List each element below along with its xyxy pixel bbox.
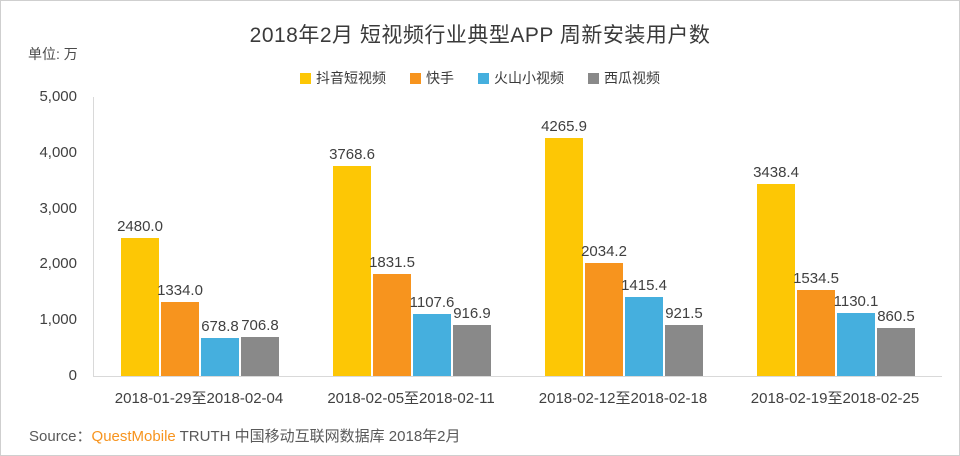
x-axis-label: 2018-02-05至2018-02-11 [327, 390, 495, 407]
bar-series-0 [121, 237, 159, 376]
legend-swatch-icon [588, 72, 599, 84]
legend-label: 快手 [426, 70, 454, 86]
bar-column: 1130.1 [834, 97, 878, 376]
bar-column: 921.5 [665, 97, 703, 376]
unit-label: 单位: 万 [28, 46, 78, 62]
legend-item-0: 抖音短视频 [300, 68, 386, 88]
value-label: 1415.4 [621, 277, 667, 295]
bar-column: 3438.4 [753, 97, 799, 376]
bar-group-3: 3438.4 1534.5 1130.1 860.5 [730, 97, 942, 376]
value-label: 860.5 [877, 307, 915, 325]
bar-column: 1831.5 [369, 97, 415, 376]
source-rest: TRUTH 中国移动互联网数据库 2018年2月 [175, 428, 461, 445]
bar-series-1 [161, 301, 199, 376]
bar-column: 2480.0 [117, 97, 163, 376]
bar-series-3 [877, 327, 915, 376]
x-axis-label: 2018-02-19至2018-02-25 [750, 390, 920, 407]
value-label: 1107.6 [409, 294, 455, 312]
bar-column: 860.5 [877, 97, 915, 376]
legend-label: 火山小视频 [494, 70, 564, 86]
value-label: 678.8 [201, 318, 239, 336]
value-label: 2480.0 [117, 217, 163, 235]
legend-item-1: 快手 [410, 68, 454, 88]
plot-area: 2480.0 1334.0 678.8 706.8 3768.6 1831.5 1107.6… [93, 97, 942, 377]
y-axis: 0 1,000 2,000 3,000 4,000 5,000 [1, 88, 85, 384]
bar-column: 1534.5 [793, 97, 839, 376]
bar-group-0: 2480.0 1334.0 678.8 706.8 [94, 97, 306, 376]
bar-column: 4265.9 [541, 97, 587, 376]
legend-swatch-icon [300, 72, 311, 84]
source-prefix: Source： [29, 428, 92, 445]
legend: 抖音短视频 快手 火山小视频 西瓜视频 [1, 68, 959, 88]
x-axis: 2018-01-29至2018-02-04 2018-02-05至2018-02-… [93, 387, 941, 408]
value-label: 3768.6 [329, 145, 375, 163]
value-label: 3438.4 [753, 164, 799, 182]
value-label: 4265.9 [541, 117, 587, 135]
bar-group-2: 4265.9 2034.2 1415.4 921.5 [518, 97, 730, 376]
bar-column: 678.8 [201, 97, 239, 376]
source-line: Source：QuestMobile TRUTH 中国移动互联网数据库 2018… [29, 425, 461, 446]
bar-column: 706.8 [241, 97, 279, 376]
legend-item-2: 火山小视频 [478, 68, 564, 88]
value-label: 706.8 [241, 316, 279, 334]
bar-series-2 [201, 338, 239, 376]
bar-series-3 [453, 324, 491, 376]
bar-column: 1334.0 [157, 97, 203, 376]
y-tick-label: 3,000 [39, 199, 77, 217]
legend-label: 西瓜视频 [604, 70, 660, 86]
legend-swatch-icon [410, 72, 421, 84]
bar-series-0 [333, 165, 371, 376]
legend-swatch-icon [478, 72, 489, 84]
y-tick-label: 2,000 [39, 255, 77, 273]
bar-series-2 [625, 297, 663, 376]
bar-series-2 [837, 312, 875, 376]
value-label: 1534.5 [793, 270, 839, 288]
value-label: 1831.5 [369, 253, 415, 271]
bar-series-1 [797, 290, 835, 376]
bar-series-0 [545, 137, 583, 376]
bar-series-1 [585, 262, 623, 376]
legend-item-3: 西瓜视频 [588, 68, 660, 88]
bar-group-1: 3768.6 1831.5 1107.6 916.9 [306, 97, 518, 376]
source-brand: QuestMobile [91, 428, 176, 445]
value-label: 921.5 [665, 304, 703, 322]
x-axis-label: 2018-01-29至2018-02-04 [114, 390, 284, 407]
y-tick-label: 5,000 [39, 88, 77, 105]
bar-column: 1107.6 [410, 97, 454, 376]
value-label: 1130.1 [833, 292, 879, 310]
y-tick-label: 0 [68, 367, 77, 384]
bar-series-2 [413, 314, 451, 376]
bar-column: 916.9 [453, 97, 491, 376]
bar-series-1 [373, 273, 411, 376]
value-label: 2034.2 [581, 242, 627, 260]
bar-column: 2034.2 [581, 97, 627, 376]
y-tick-label: 1,000 [39, 311, 77, 329]
bar-series-3 [665, 324, 703, 376]
bar-series-0 [757, 184, 795, 376]
value-label: 1334.0 [157, 281, 203, 299]
x-axis-label: 2018-02-12至2018-02-18 [538, 390, 708, 407]
chart-title: 2018年2月 短视频行业典型APP 周新安装用户数 [249, 24, 711, 47]
legend-label: 抖音短视频 [316, 70, 386, 86]
y-tick-label: 4,000 [39, 143, 77, 161]
bar-series-3 [241, 336, 279, 376]
value-label: 916.9 [453, 304, 491, 322]
bar-column: 3768.6 [329, 97, 375, 376]
bar-column: 1415.4 [621, 97, 667, 376]
